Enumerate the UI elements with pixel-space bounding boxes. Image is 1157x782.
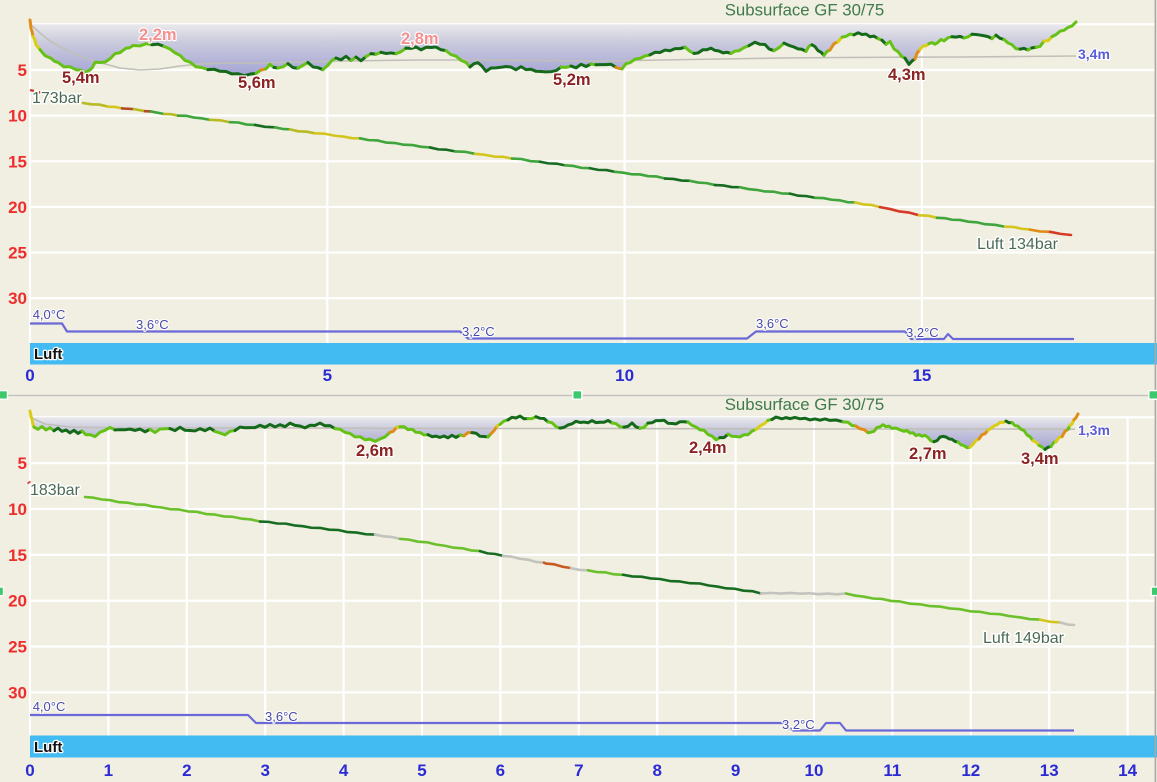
svg-text:25: 25 — [8, 244, 27, 263]
svg-text:2: 2 — [182, 761, 191, 780]
svg-text:0: 0 — [25, 761, 34, 780]
svg-text:13: 13 — [1040, 761, 1059, 780]
svg-text:20: 20 — [8, 592, 27, 611]
svg-text:12: 12 — [961, 761, 980, 780]
svg-text:1: 1 — [104, 761, 113, 780]
svg-text:30: 30 — [8, 289, 27, 308]
svg-text:3,2°C: 3,2°C — [462, 324, 495, 339]
svg-text:1,3m: 1,3m — [1078, 422, 1110, 438]
svg-text:5,2m: 5,2m — [553, 71, 591, 89]
svg-text:25: 25 — [8, 638, 27, 657]
svg-text:2,7m: 2,7m — [909, 445, 947, 463]
svg-text:0: 0 — [25, 366, 34, 385]
svg-text:4,3m: 4,3m — [888, 66, 926, 84]
svg-text:Subsurface GF 30/75: Subsurface GF 30/75 — [725, 1, 885, 20]
svg-text:10: 10 — [8, 500, 27, 519]
svg-text:3,6°C: 3,6°C — [136, 317, 169, 332]
svg-text:3,4m: 3,4m — [1021, 450, 1059, 468]
svg-text:173bar: 173bar — [32, 90, 82, 107]
svg-text:10: 10 — [8, 107, 27, 126]
svg-text:10: 10 — [805, 761, 824, 780]
svg-text:5: 5 — [417, 761, 426, 780]
svg-text:Subsurface GF 30/75: Subsurface GF 30/75 — [725, 395, 885, 414]
svg-text:2,6m: 2,6m — [356, 442, 394, 460]
svg-text:3,6°C: 3,6°C — [265, 709, 298, 724]
svg-text:3,2°C: 3,2°C — [782, 717, 815, 732]
svg-text:3,4m: 3,4m — [1078, 46, 1110, 62]
svg-text:2,2m: 2,2m — [139, 26, 177, 44]
svg-text:2,8m: 2,8m — [401, 30, 439, 48]
svg-text:14: 14 — [1118, 761, 1137, 780]
svg-text:2,4m: 2,4m — [689, 439, 727, 457]
svg-text:4,0°C: 4,0°C — [33, 699, 66, 714]
svg-text:7: 7 — [574, 761, 583, 780]
svg-text:15: 15 — [8, 546, 27, 565]
svg-text:5: 5 — [18, 454, 27, 473]
svg-text:15: 15 — [8, 152, 27, 171]
svg-text:3,2°C: 3,2°C — [906, 325, 939, 340]
svg-text:20: 20 — [8, 198, 27, 217]
svg-text:15: 15 — [912, 366, 931, 385]
svg-text:30: 30 — [8, 683, 27, 702]
svg-text:10: 10 — [615, 366, 634, 385]
svg-text:183bar: 183bar — [30, 482, 80, 499]
svg-text:4,0°C: 4,0°C — [33, 307, 66, 322]
svg-text:9: 9 — [731, 761, 740, 780]
svg-text:5,4m: 5,4m — [62, 69, 100, 87]
svg-text:Luft: Luft — [34, 346, 62, 363]
svg-text:5,6m: 5,6m — [238, 74, 276, 92]
svg-text:6: 6 — [496, 761, 505, 780]
svg-text:11: 11 — [883, 761, 901, 780]
svg-text:Luft 149bar: Luft 149bar — [983, 630, 1065, 647]
svg-text:5: 5 — [18, 61, 27, 80]
svg-text:4: 4 — [339, 761, 349, 780]
svg-text:8: 8 — [652, 761, 661, 780]
svg-text:3: 3 — [260, 761, 269, 780]
svg-text:Luft 134bar: Luft 134bar — [977, 236, 1059, 253]
svg-text:Luft: Luft — [34, 739, 62, 756]
svg-text:3,6°C: 3,6°C — [756, 316, 789, 331]
svg-text:5: 5 — [323, 366, 332, 385]
